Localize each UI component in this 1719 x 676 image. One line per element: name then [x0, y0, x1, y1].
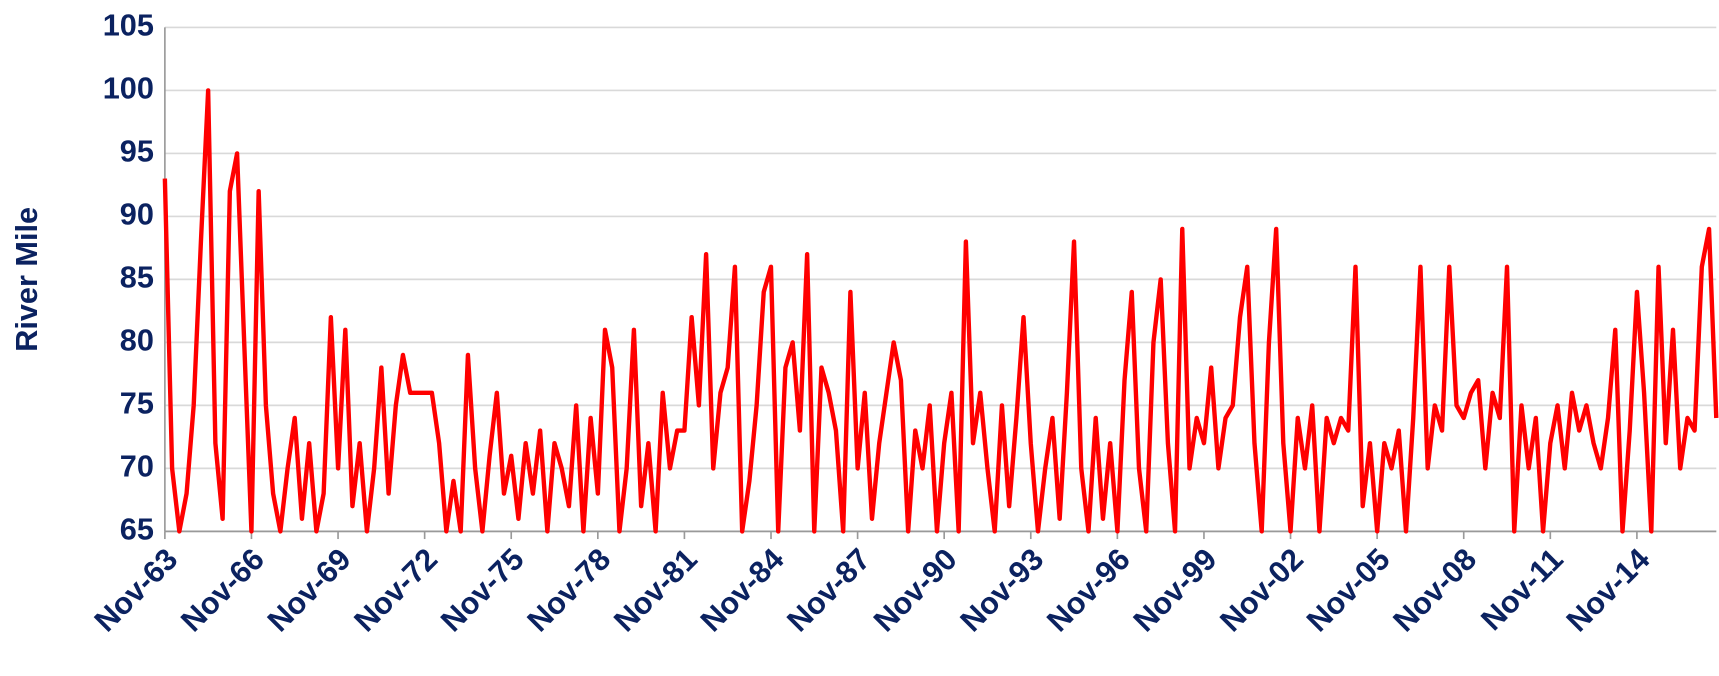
x-tick-label: Nov-78: [521, 542, 617, 638]
x-tick-label: Nov-81: [608, 542, 704, 638]
x-tick-label: Nov-99: [1127, 542, 1223, 638]
x-tick-label: Nov-72: [348, 542, 444, 638]
y-tick-label: 80: [120, 323, 154, 357]
y-axis-label: River Mile: [10, 207, 44, 352]
x-tick-label: Nov-69: [261, 542, 357, 638]
x-tick-label: Nov-08: [1387, 542, 1483, 638]
y-tick-label: 105: [103, 8, 154, 42]
x-tick-label: Nov-87: [781, 542, 877, 638]
x-tick-label: Nov-84: [694, 542, 790, 638]
x-tick-label: Nov-66: [175, 542, 271, 638]
x-tick-label: Nov-75: [434, 542, 530, 638]
y-tick-label: 70: [120, 449, 154, 483]
x-tick-label: Nov-02: [1214, 542, 1310, 638]
y-tick-label: 100: [103, 71, 154, 105]
y-tick-label: 65: [120, 512, 154, 546]
y-tick-label: 85: [120, 260, 154, 294]
data-line: [162, 88, 1719, 534]
x-tick-label: Nov-93: [954, 542, 1050, 638]
x-tick-label: Nov-11: [1475, 542, 1570, 637]
x-tick-label: Nov-96: [1040, 542, 1136, 638]
x-tick-label: Nov-14: [1560, 542, 1656, 638]
x-tick-label: Nov-63: [88, 542, 184, 638]
x-tick-label: Nov-90: [867, 542, 963, 638]
y-tick-label: 75: [120, 386, 154, 420]
x-tick-label: Nov-05: [1300, 542, 1396, 638]
y-tick-label: 90: [120, 197, 154, 231]
y-tick-label: 95: [120, 134, 154, 168]
